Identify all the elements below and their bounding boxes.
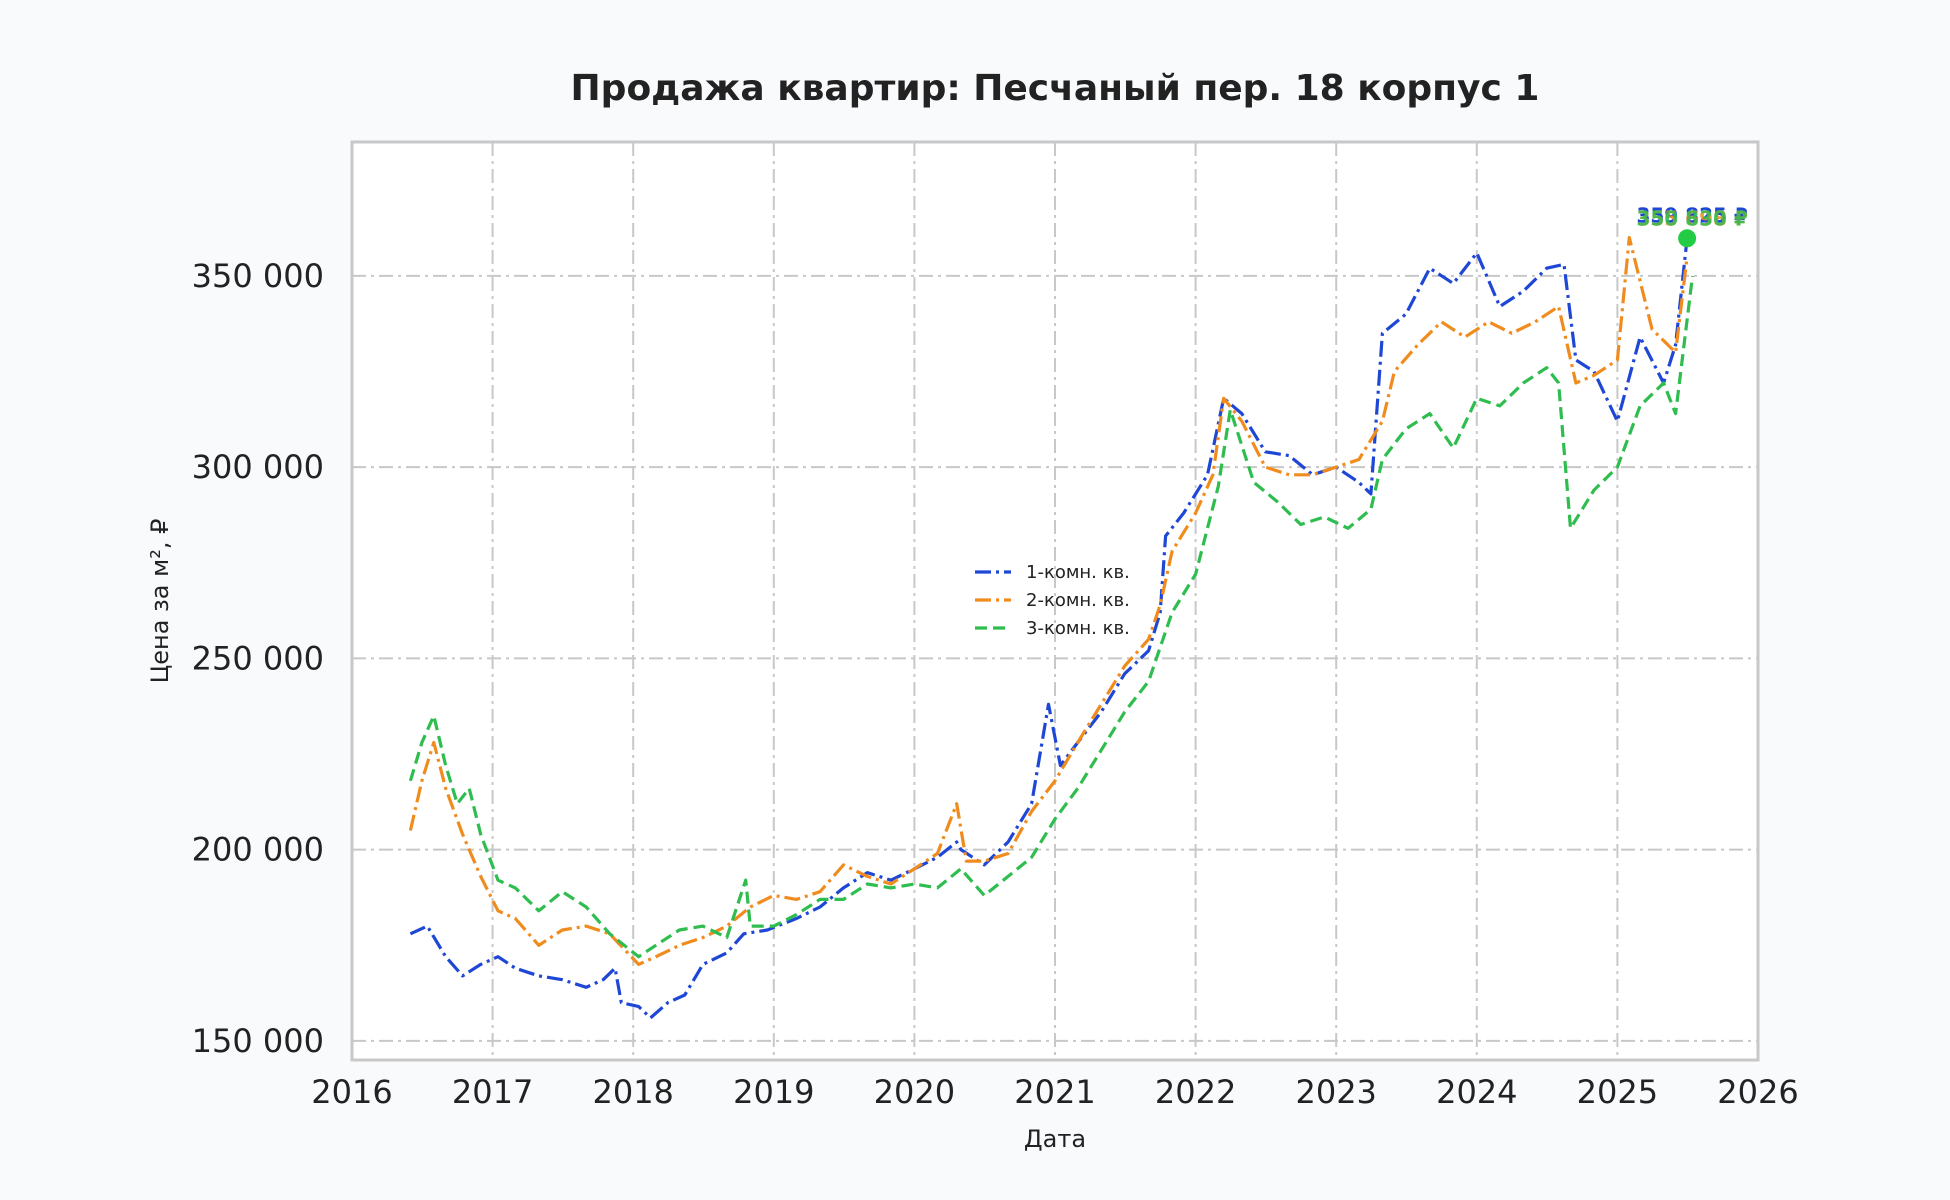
x-tick-label: 2017 [452, 1073, 533, 1111]
x-axis-title: Дата [1024, 1125, 1086, 1153]
y-tick-label: 300 000 [192, 448, 324, 486]
legend-label: 3-комн. кв. [1026, 618, 1130, 639]
x-tick-label: 2022 [1155, 1073, 1236, 1111]
end-value-label: 355 698 ₽ [1636, 206, 1747, 230]
y-tick-label: 200 000 [192, 831, 324, 869]
y-axis-title: Цена за м², ₽ [146, 519, 174, 684]
legend-label: 2-комн. кв. [1026, 590, 1130, 611]
series-line-3 [408, 275, 1695, 959]
end-value-label: 359 825 ₽ [1636, 203, 1747, 227]
series-line-2 [408, 236, 1689, 966]
x-tick-label: 2026 [1717, 1073, 1798, 1111]
x-tick-label: 2024 [1436, 1073, 1517, 1111]
x-tick-label: 2021 [1014, 1073, 1095, 1111]
x-tick-label: 2019 [733, 1073, 814, 1111]
x-tick-label: 2025 [1577, 1073, 1658, 1111]
legend-label: 1-комн. кв. [1026, 562, 1130, 583]
x-tick-label: 2018 [592, 1073, 673, 1111]
y-tick-label: 350 000 [192, 257, 324, 295]
x-tick-label: 2020 [874, 1073, 955, 1111]
y-tick-label: 150 000 [192, 1022, 324, 1060]
x-tick-label: 2023 [1295, 1073, 1376, 1111]
series-line-1 [409, 238, 1689, 1020]
end-marker [1678, 229, 1697, 248]
end-value-label: 350 830 ₽ [1636, 206, 1747, 230]
x-tick-label: 2016 [311, 1073, 392, 1111]
chart-title: Продажа квартир: Песчаный пер. 18 корпус… [571, 68, 1540, 109]
plot-frame [350, 140, 1760, 1062]
y-tick-label: 250 000 [192, 639, 324, 677]
